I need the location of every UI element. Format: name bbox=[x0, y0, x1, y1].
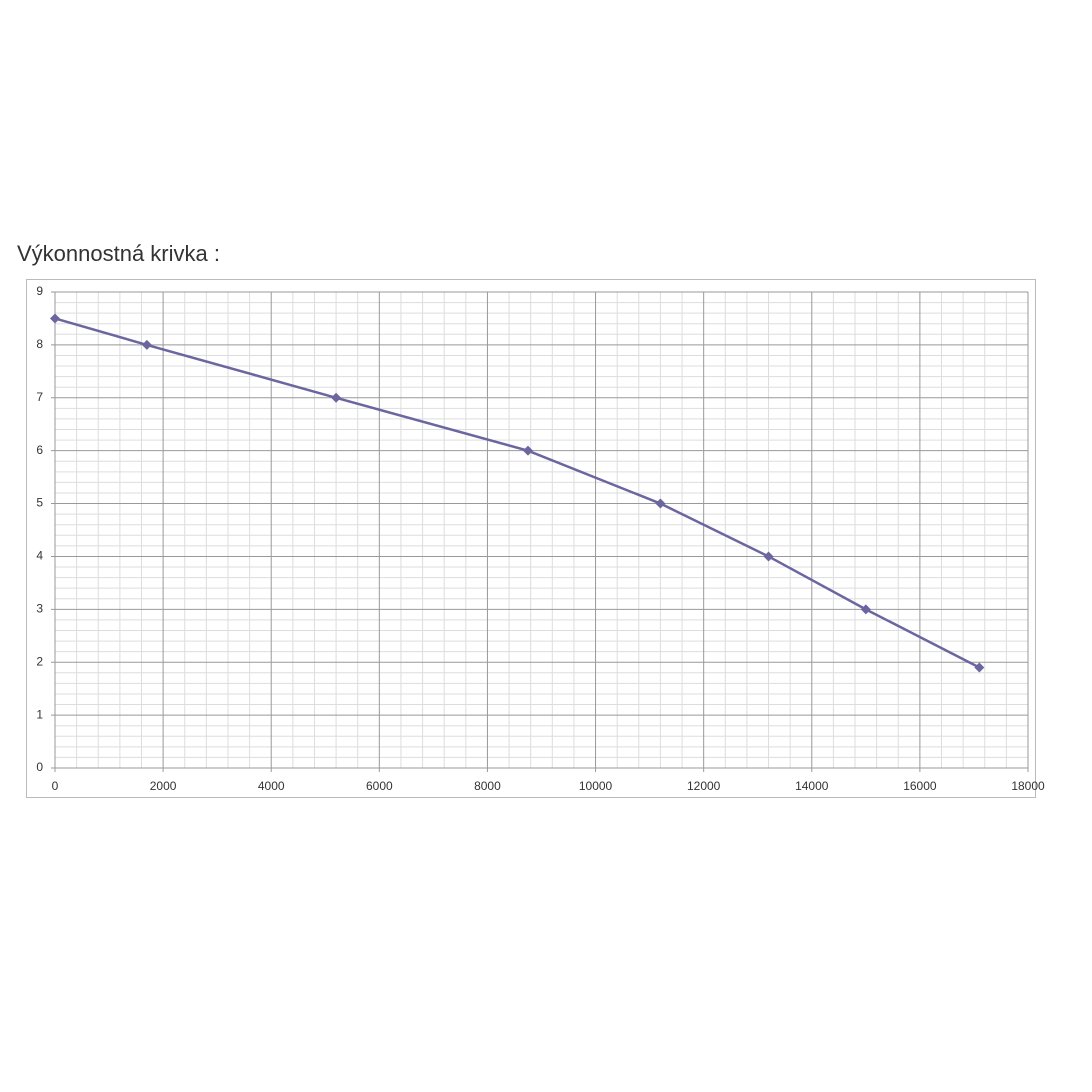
y-tick-label: 7 bbox=[36, 390, 43, 404]
y-tick-label: 9 bbox=[36, 284, 43, 298]
y-tick-label: 5 bbox=[36, 496, 43, 510]
y-tick-label: 1 bbox=[36, 707, 43, 721]
point-marker bbox=[974, 662, 985, 673]
x-tick-label: 16000 bbox=[903, 779, 937, 793]
y-tick-label: 4 bbox=[36, 549, 43, 563]
x-tick-label: 8000 bbox=[474, 779, 501, 793]
x-tick-label: 4000 bbox=[258, 779, 285, 793]
point-marker bbox=[860, 604, 871, 615]
point-marker bbox=[522, 445, 533, 456]
x-tick-label: 0 bbox=[52, 779, 59, 793]
point-marker bbox=[331, 392, 342, 403]
chart-frame bbox=[26, 279, 1036, 798]
point-marker bbox=[655, 498, 666, 509]
point-marker bbox=[50, 313, 60, 324]
y-tick-label: 2 bbox=[36, 654, 43, 668]
chart-title: Výkonnostná krivka : bbox=[17, 241, 220, 266]
y-tick-label: 3 bbox=[36, 602, 43, 616]
y-tick-label: 8 bbox=[36, 337, 43, 351]
x-tick-label: 6000 bbox=[366, 779, 393, 793]
x-tick-label: 10000 bbox=[579, 779, 613, 793]
point-marker bbox=[763, 551, 774, 562]
series-line bbox=[54, 317, 980, 669]
x-tick-label: 14000 bbox=[795, 779, 829, 793]
x-tick-label: 18000 bbox=[1011, 779, 1045, 793]
y-tick-label: 6 bbox=[36, 443, 43, 457]
point-marker bbox=[141, 339, 152, 350]
x-tick-label: 12000 bbox=[687, 779, 721, 793]
x-tick-label: 2000 bbox=[150, 779, 177, 793]
y-tick-label: 0 bbox=[36, 760, 43, 774]
